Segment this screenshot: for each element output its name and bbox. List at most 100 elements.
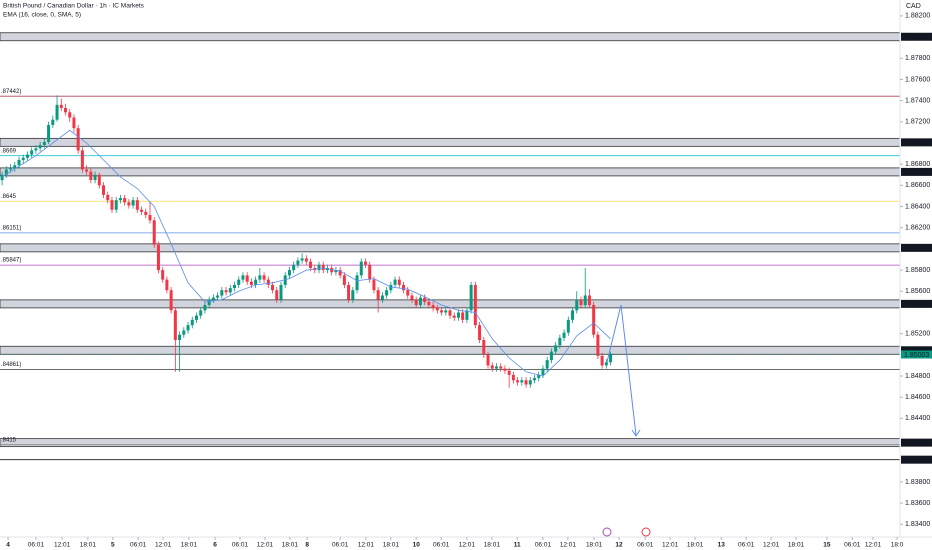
x-tick-label: 06:01 [433, 542, 450, 549]
candle-body [554, 345, 558, 352]
candle-body [334, 270, 338, 273]
level-label: 1.87006 [904, 140, 929, 147]
candle-body [9, 168, 13, 170]
x-tick-label: 12:01 [257, 542, 274, 549]
candle-body [211, 297, 215, 300]
candle-body [173, 310, 177, 340]
candle-body [161, 270, 165, 280]
candle-body [178, 334, 182, 340]
x-tick-label: 12:01 [865, 542, 882, 549]
price-line-label: .85847) [1, 258, 21, 264]
x-tick-label: 06:01 [232, 542, 249, 549]
candle-body [266, 279, 270, 285]
candle-body [423, 297, 427, 302]
candle-body [51, 119, 55, 125]
x-tick-label: 06:01 [130, 542, 147, 549]
candle-body [494, 366, 498, 369]
candle-body [80, 150, 84, 170]
candle-body [135, 200, 139, 210]
candle-body [528, 380, 532, 385]
candle-body [317, 264, 321, 271]
candle-body [537, 374, 541, 379]
candle-body [330, 267, 334, 273]
level-box [901, 138, 932, 147]
candle-body [144, 211, 148, 216]
x-tick-label: 06:01 [844, 542, 861, 549]
candle-body [389, 284, 393, 291]
candle-body [397, 279, 401, 285]
candle-body [385, 290, 389, 296]
price-line-label: .8415 [1, 437, 17, 443]
candle-body [254, 279, 258, 285]
candle-body [207, 299, 211, 306]
candle-body [89, 171, 93, 181]
candle-body [114, 200, 118, 210]
candle-body [490, 365, 494, 369]
candle-body [587, 295, 591, 306]
x-tick-label: 12:01 [358, 542, 375, 549]
event-icon[interactable] [641, 527, 651, 537]
candle-body [355, 275, 359, 291]
x-tick-label: 18:0 [891, 542, 904, 549]
candle-body [34, 148, 38, 151]
candle-body [275, 290, 279, 300]
y-tick-label: 1.86200 [905, 225, 930, 232]
candle-body [520, 380, 524, 383]
candle-body [17, 159, 21, 166]
y-tick-label: 1.83600 [905, 500, 930, 507]
ema-line [1, 129, 611, 377]
candle-body [190, 319, 194, 326]
level-label: 1.86727 [904, 169, 929, 176]
candle-body [131, 200, 135, 206]
chart-title: British Pound / Canadian Dollar · 1h · I… [3, 3, 145, 10]
x-tick-label: 18:01 [181, 542, 198, 549]
y-tick-label: 1.86800 [905, 161, 930, 168]
current-price-box [901, 350, 932, 359]
candle-body [309, 261, 313, 268]
candle-body [199, 310, 203, 316]
x-tick-label: 12 [615, 542, 623, 549]
candle-body [59, 104, 63, 109]
x-tick-label: 12:01 [763, 542, 780, 549]
candle-body [486, 354, 490, 366]
candle-body [545, 360, 549, 369]
candle-body [347, 284, 351, 300]
y-tick-label: 1.85600 [905, 288, 930, 295]
candle-body [600, 355, 604, 366]
candle-body [596, 334, 600, 356]
level-label: 1.88003 [904, 34, 929, 41]
candle-body [271, 284, 275, 291]
level-box [901, 346, 932, 355]
candle-body [68, 112, 72, 118]
y-tick-label: 1.86400 [905, 203, 930, 210]
y-tick-label: 1.83800 [905, 479, 930, 486]
x-tick-label: 18:01 [383, 542, 400, 549]
level-label: 1.84171 [904, 440, 929, 447]
support-box [901, 455, 932, 464]
candle-body [110, 200, 114, 210]
arrow-head [631, 429, 641, 437]
event-icon[interactable] [602, 527, 612, 537]
y-tick-label: 1.84400 [905, 415, 930, 422]
y-tick-label: 1.84800 [905, 373, 930, 380]
candle-body [42, 141, 46, 146]
x-tick-label: 6 [213, 542, 217, 549]
x-tick-label: 12:01 [662, 542, 679, 549]
candle-body [609, 354, 613, 363]
indicator-label: EMA (16, close, 0, SMA, 5) [3, 12, 81, 19]
candle-body [4, 169, 8, 175]
candle-body [566, 319, 570, 333]
candle-body [469, 284, 473, 311]
candle-body [220, 290, 224, 296]
level-box [901, 299, 932, 308]
candle-body [241, 275, 245, 280]
level-label: 1.86010 [904, 245, 929, 252]
candle-body [127, 202, 131, 206]
x-tick-label: 18:01 [484, 542, 501, 549]
candle-body [406, 290, 410, 296]
level-label: 1.85481 [904, 301, 929, 308]
candle-body [478, 325, 482, 340]
price-line-label: .87442) [1, 89, 21, 95]
candle-body [156, 244, 160, 271]
